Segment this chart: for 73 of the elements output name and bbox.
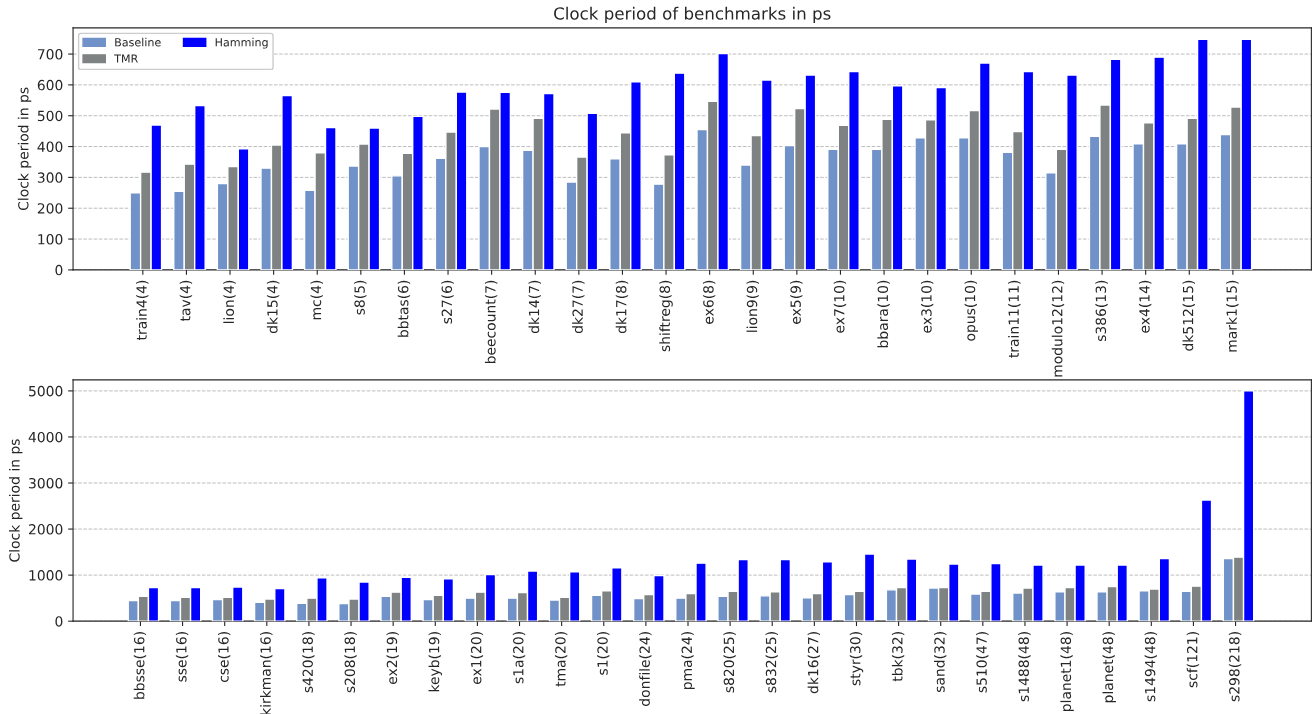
y-tick-label: 4000 [28, 431, 63, 443]
x-tick-label: opus(10) [964, 280, 978, 341]
x-tick-label: modulo12(12) [1051, 280, 1065, 377]
x-tick-label: sand(32) [934, 632, 947, 693]
y-tick-label: 500 [37, 110, 63, 122]
x-tick-label: ex2(19) [386, 632, 399, 685]
x-tick-label: dk27(7) [572, 280, 585, 334]
x-tick-label: styr(30) [849, 632, 864, 686]
x-tick-label: ex6(8) [702, 280, 716, 324]
x-tick-label: train4(4) [136, 280, 149, 341]
legend-label: Hamming [215, 37, 268, 49]
y-tick-label: 400 [37, 141, 63, 153]
y-tick-label: 0 [55, 264, 63, 276]
y-tick-label: 200 [37, 203, 63, 214]
y-tick-label: 100 [38, 234, 63, 245]
x-tick-label: ex1(20) [470, 632, 484, 685]
x-tick-label: s1494(48) [1144, 632, 1157, 702]
x-tick-label: train11(11) [1008, 280, 1021, 358]
x-tick-label: lion9(9) [746, 280, 759, 332]
x-tick-label: dk14(7) [528, 280, 541, 334]
x-tick-label: bbsse(16) [133, 632, 147, 699]
x-tick-label: kirkman(16) [260, 632, 273, 714]
x-tick-label: s510(47) [976, 632, 989, 693]
x-tick-label: mc(4) [310, 280, 323, 320]
x-tick-label: dk15(4) [266, 280, 280, 334]
x-tick-label: mark1(15) [1226, 280, 1239, 352]
y-tick-label: 700 [37, 49, 63, 60]
x-tick-label: planet1(48) [1060, 632, 1074, 711]
x-tick-label: donfile(24) [639, 632, 652, 706]
x-tick-label: ex4(14) [1138, 280, 1152, 333]
y-tick-label: 600 [37, 79, 63, 91]
x-tick-label: s208(18) [344, 632, 357, 693]
x-tick-label: lion(4) [223, 280, 236, 323]
x-tick-label: bbara(10) [877, 280, 890, 348]
x-tick-label: tma(20) [554, 632, 568, 687]
x-tick-label: cse(16) [217, 632, 231, 683]
x-tick-label: ex5(9) [790, 280, 803, 324]
y-tick-label: 2000 [29, 524, 63, 535]
x-tick-label: s832(25) [765, 632, 778, 693]
x-tick-label: s8(5) [354, 280, 367, 315]
x-tick-label: s298(218) [1228, 632, 1242, 702]
x-tick-label: s1488(48) [1018, 632, 1031, 702]
y-axis-title: Clock period in ps [8, 439, 23, 562]
x-tick-label: dk17(8) [615, 280, 629, 334]
chart-title: Clock period of benchmarks in ps [554, 6, 831, 23]
x-tick-label: scf(121) [1186, 632, 1200, 688]
x-tick-label: s420(18) [302, 632, 315, 693]
x-tick-label: ex7(10) [833, 280, 847, 333]
x-tick-label: s1(20) [597, 632, 610, 675]
x-tick-label: s820(25) [723, 632, 736, 693]
x-tick-label: bbtas(6) [397, 280, 411, 337]
y-tick-label: 1000 [29, 570, 63, 581]
y-tick-label: 3000 [29, 477, 63, 489]
x-tick-label: pma(24) [681, 632, 695, 690]
x-tick-label: sse(16) [175, 632, 189, 682]
x-tick-label: s27(6) [441, 280, 454, 324]
y-tick-label: 0 [55, 616, 63, 627]
x-tick-label: s386(13) [1095, 280, 1108, 342]
x-tick-label: ex3(10) [920, 280, 934, 333]
x-tick-label: beecount(7) [484, 280, 498, 364]
x-tick-label: dk16(27) [807, 632, 821, 694]
x-tick-label: planet(48) [1102, 632, 1116, 703]
x-tick-label: dk512(15) [1182, 280, 1195, 351]
y-axis-title: Clock period in ps [17, 87, 32, 211]
x-tick-label: tav(4) [179, 280, 193, 322]
y-tick-label: 300 [37, 172, 63, 183]
y-tick-label: 5000 [29, 385, 63, 397]
legend-label: TMR [114, 54, 138, 63]
legend-label: Baseline [115, 37, 161, 47]
x-tick-label: shiftreg(8) [659, 280, 673, 352]
x-tick-label: keyb(19) [428, 632, 443, 692]
x-tick-label: s1a(20) [512, 632, 526, 684]
x-tick-label: tbk(32) [891, 632, 905, 682]
